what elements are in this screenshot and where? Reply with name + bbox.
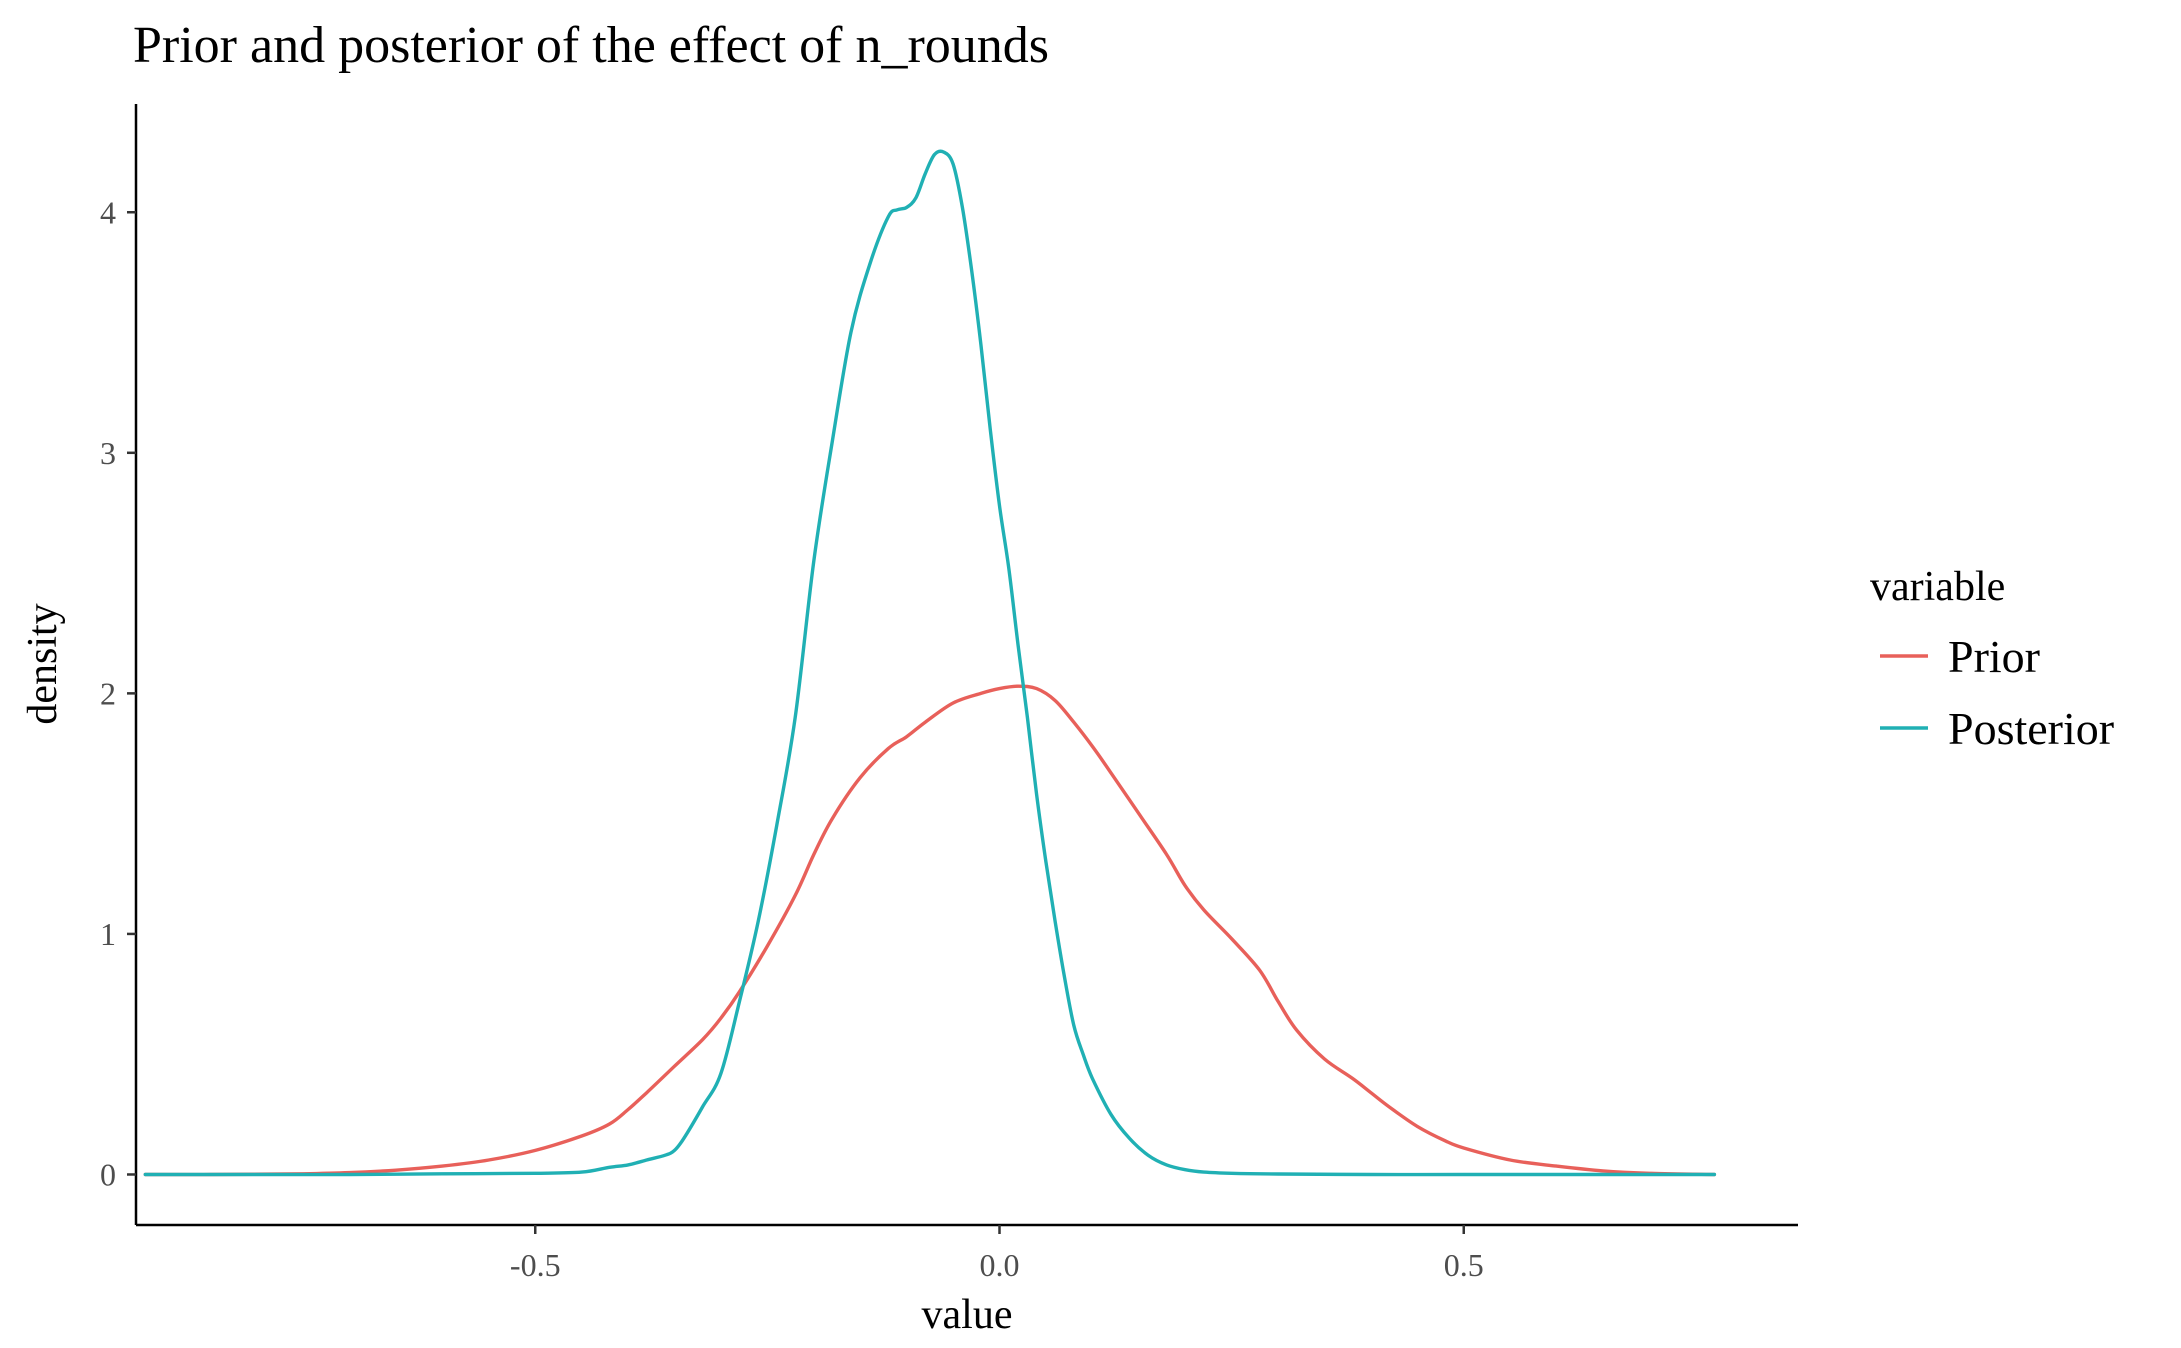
legend-title: variable — [1870, 564, 2005, 610]
series-layer — [143, 149, 1717, 1177]
x-axis-title: value — [922, 1292, 1013, 1338]
series-line-prior — [143, 684, 1717, 1177]
legend: variable Prior Posterior — [1870, 564, 2114, 754]
x-tick-label: 0.0 — [979, 1247, 1019, 1283]
x-tick-label: 0.5 — [1444, 1247, 1484, 1283]
legend-label-posterior: Posterior — [1948, 703, 2114, 754]
y-tick-label: 3 — [100, 435, 116, 471]
y-tick-label: 0 — [100, 1156, 116, 1192]
x-axis-ticks: -0.5 0.0 0.5 — [510, 1225, 1484, 1283]
y-axis-ticks: 0 1 2 3 4 — [100, 194, 136, 1192]
y-tick-label: 2 — [100, 675, 116, 711]
y-axis-title: density — [20, 603, 66, 724]
legend-label-prior: Prior — [1948, 631, 2040, 682]
y-tick-label: 1 — [100, 916, 116, 952]
series-line-posterior — [143, 149, 1717, 1177]
y-tick-label: 4 — [100, 194, 116, 230]
x-tick-label: -0.5 — [510, 1247, 561, 1283]
legend-entries: Prior Posterior — [1880, 631, 2114, 754]
chart-title: Prior and posterior of the effect of n_r… — [133, 17, 1049, 74]
